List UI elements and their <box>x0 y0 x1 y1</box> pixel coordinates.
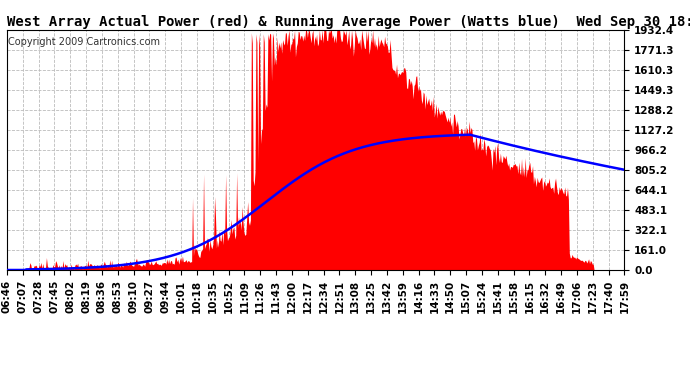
Text: West Array Actual Power (red) & Running Average Power (Watts blue)  Wed Sep 30 1: West Array Actual Power (red) & Running … <box>7 15 690 29</box>
Text: Copyright 2009 Cartronics.com: Copyright 2009 Cartronics.com <box>8 37 160 47</box>
